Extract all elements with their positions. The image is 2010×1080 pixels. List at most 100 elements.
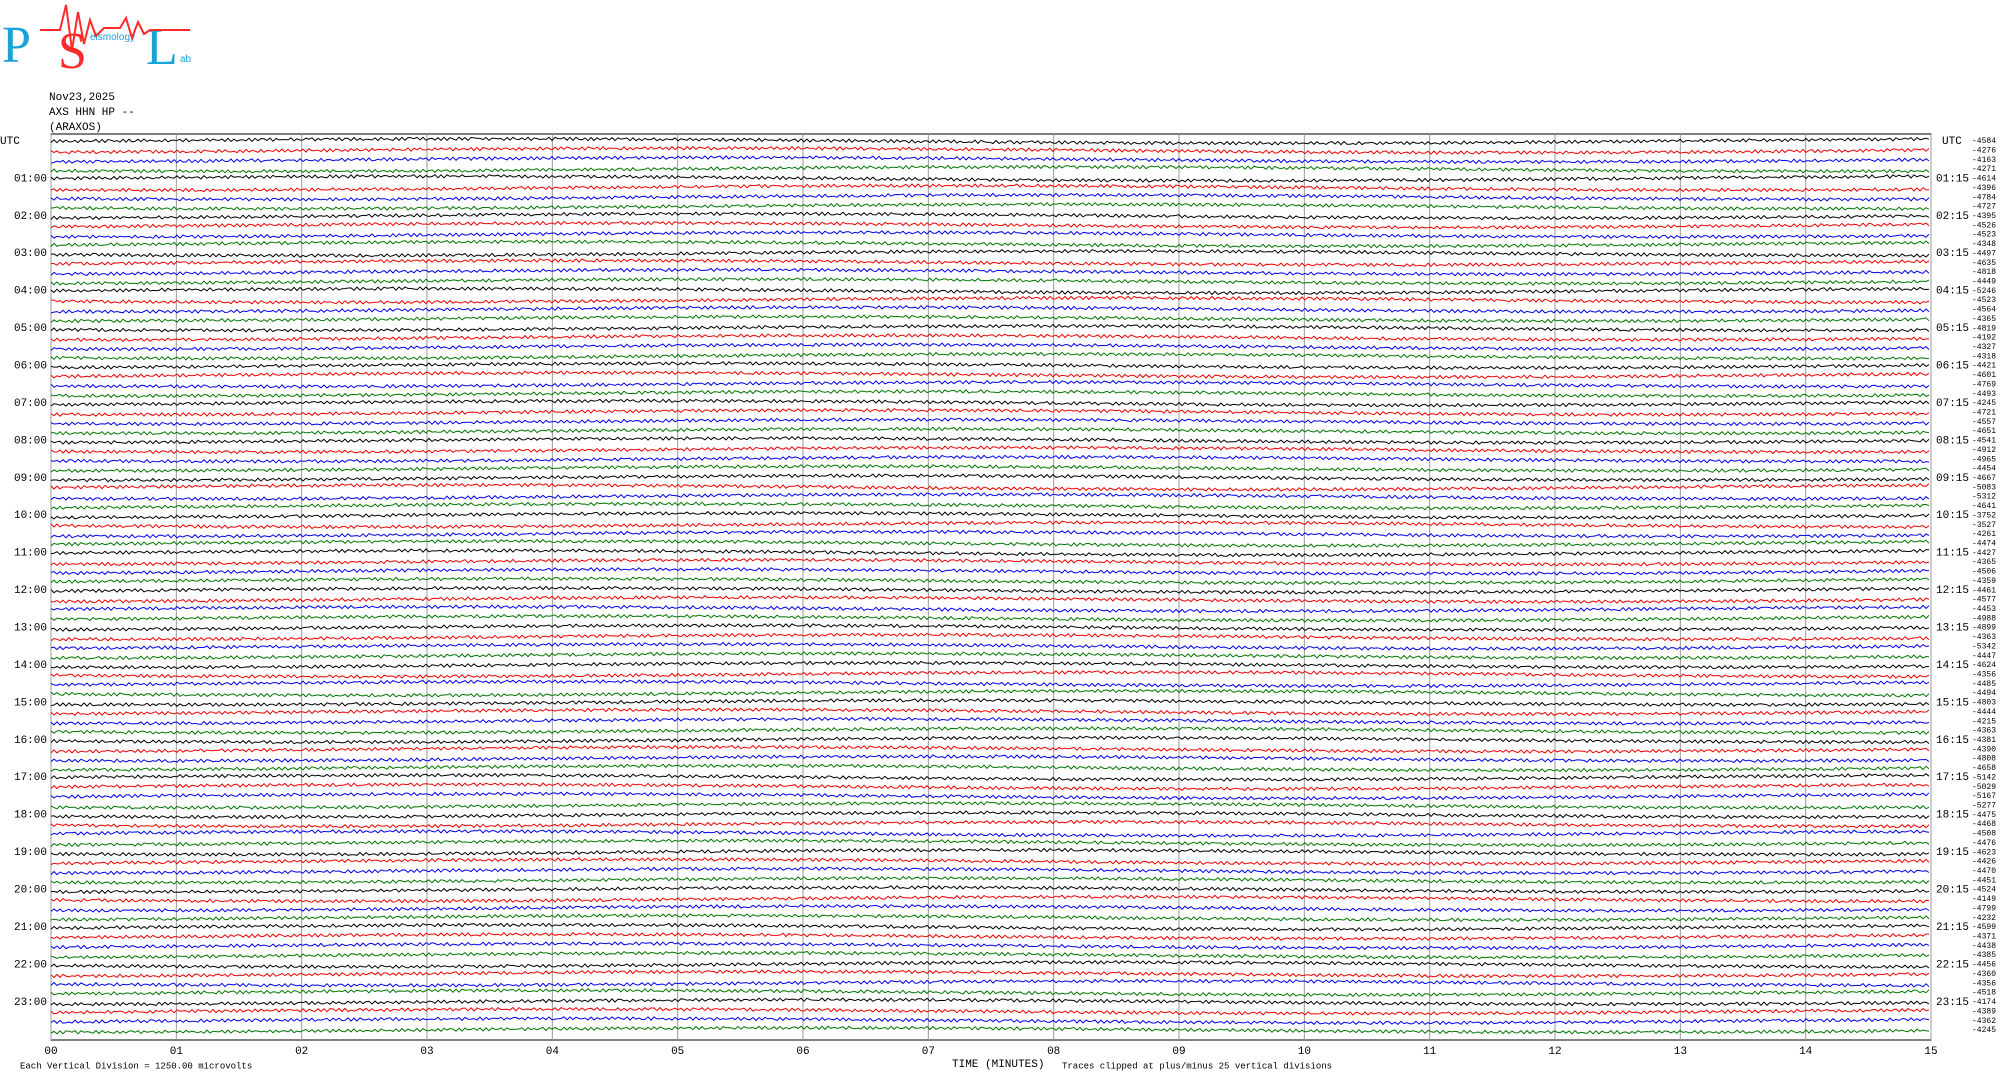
- trace: [50, 885, 1930, 895]
- trace-offset: -5167: [1972, 792, 1996, 801]
- trace-offset: -4362: [1972, 1017, 1996, 1026]
- trace: [50, 988, 1930, 998]
- trace-offset: -4356: [1972, 671, 1996, 680]
- trace-offset: -4635: [1972, 259, 1996, 268]
- x-tick-label: 01: [170, 1046, 184, 1058]
- trace: [50, 258, 1930, 268]
- trace: [50, 697, 1930, 707]
- trace-offset: -4348: [1972, 240, 1996, 249]
- trace: [50, 454, 1930, 464]
- trace-offset: -4623: [1972, 848, 1996, 857]
- hour-label: 10:15: [1936, 510, 1969, 522]
- trace: [50, 557, 1930, 567]
- trace-offset: -4426: [1972, 858, 1996, 867]
- x-tick-label: 10: [1298, 1046, 1311, 1058]
- trace-offset: -5342: [1972, 642, 1996, 651]
- trace-offset: -4271: [1972, 165, 1996, 174]
- trace-offset: -4245: [1972, 399, 1996, 408]
- trace-offset: -4965: [1972, 455, 1996, 464]
- trace-offset: -4451: [1972, 876, 1996, 885]
- trace-offset: -4727: [1972, 203, 1996, 212]
- hour-label: 19:00: [14, 847, 47, 859]
- trace-offset: -4475: [1972, 811, 1996, 820]
- x-tick-label: 03: [420, 1046, 433, 1058]
- trace-offset: -4526: [1972, 221, 1996, 230]
- trace-offset: -4584: [1972, 137, 1996, 146]
- hour-label: 12:00: [14, 585, 47, 597]
- trace: [50, 464, 1930, 473]
- trace-offset: -4494: [1972, 689, 1996, 698]
- hour-label: 02:15: [1936, 211, 1969, 223]
- trace-offset: -5246: [1972, 287, 1996, 296]
- trace: [50, 398, 1930, 408]
- trace: [50, 866, 1930, 876]
- hour-label: 10:00: [14, 510, 47, 522]
- trace-offset: -4395: [1972, 212, 1996, 221]
- trace-offset: -4651: [1972, 427, 1996, 436]
- trace: [50, 950, 1930, 960]
- hour-label: 18:00: [14, 810, 47, 822]
- trace-offset: -4232: [1972, 914, 1996, 923]
- trace-offset: -4174: [1972, 998, 1996, 1007]
- trace: [50, 164, 1930, 174]
- hour-label: 23:00: [14, 997, 47, 1009]
- hour-label: 04:00: [14, 286, 47, 298]
- trace-offset: -4476: [1972, 839, 1996, 848]
- trace: [50, 426, 1930, 436]
- x-tick-label: 05: [671, 1046, 684, 1058]
- trace-offset: -4899: [1972, 624, 1996, 633]
- trace-offset: -4444: [1972, 708, 1996, 717]
- trace-offset: -4614: [1972, 175, 1996, 184]
- trace-offset: -4456: [1972, 961, 1996, 970]
- trace: [50, 641, 1930, 651]
- hour-label: 18:15: [1936, 810, 1969, 822]
- hour-label: 04:15: [1936, 286, 1969, 298]
- trace-offset: -4497: [1972, 249, 1996, 258]
- trace: [50, 800, 1930, 810]
- trace: [50, 529, 1930, 539]
- trace: [50, 145, 1930, 155]
- trace-offset: -4564: [1972, 306, 1996, 315]
- trace: [50, 960, 1930, 969]
- x-axis-title: TIME (MINUTES): [952, 1059, 1044, 1071]
- trace: [50, 267, 1930, 277]
- hour-label: 03:15: [1936, 248, 1969, 260]
- trace-offset: -4215: [1972, 717, 1996, 726]
- trace: [50, 445, 1930, 455]
- trace: [50, 875, 1930, 885]
- trace: [50, 679, 1930, 689]
- trace-offset: -5083: [1972, 483, 1996, 492]
- trace-offset: -4453: [1972, 605, 1996, 614]
- hour-label: 21:15: [1936, 922, 1969, 934]
- trace-offset: -5029: [1972, 783, 1996, 792]
- trace: [50, 632, 1930, 642]
- trace: [50, 417, 1930, 427]
- trace: [50, 1016, 1930, 1026]
- trace-offset: -4912: [1972, 446, 1996, 455]
- trace-offset: -4577: [1972, 596, 1996, 605]
- trace: [50, 295, 1930, 305]
- hour-label: 14:15: [1936, 660, 1969, 672]
- channel: AXS HHN HP --: [49, 107, 135, 119]
- trace-offset: -4601: [1972, 371, 1996, 380]
- trace: [50, 248, 1930, 258]
- trace: [50, 969, 1930, 979]
- x-tick-label: 04: [546, 1046, 560, 1058]
- trace: [50, 660, 1930, 670]
- x-tick-label: 15: [1924, 1046, 1937, 1058]
- trace-offset: -4163: [1972, 156, 1996, 165]
- trace-offset: -4988: [1972, 614, 1996, 623]
- trace-offset: -4427: [1972, 549, 1996, 558]
- trace: [50, 492, 1930, 502]
- hour-label: 17:15: [1936, 772, 1969, 784]
- trace: [50, 725, 1930, 736]
- hour-label: 13:15: [1936, 623, 1969, 635]
- hour-label: 15:00: [14, 697, 47, 709]
- trace-offset: -5312: [1972, 493, 1996, 502]
- trace-offset: -4359: [1972, 577, 1996, 586]
- trace-offset: -5277: [1972, 802, 1996, 811]
- hour-label: 23:15: [1936, 997, 1969, 1009]
- trace-offset: -4784: [1972, 193, 1996, 202]
- trace: [50, 136, 1930, 146]
- trace: [50, 314, 1930, 324]
